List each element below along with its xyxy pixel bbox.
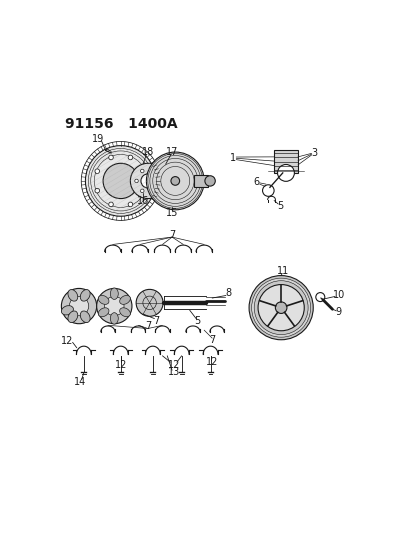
Circle shape bbox=[109, 202, 113, 207]
Text: 6: 6 bbox=[253, 177, 259, 187]
Ellipse shape bbox=[110, 288, 118, 300]
Text: 3: 3 bbox=[311, 148, 317, 158]
Circle shape bbox=[103, 163, 138, 199]
Ellipse shape bbox=[68, 311, 78, 322]
Text: 13: 13 bbox=[167, 367, 179, 377]
Text: 12: 12 bbox=[114, 360, 127, 370]
Circle shape bbox=[277, 165, 294, 181]
Text: 9: 9 bbox=[334, 308, 340, 318]
Text: 12: 12 bbox=[167, 360, 179, 370]
Text: 17: 17 bbox=[166, 147, 178, 157]
Circle shape bbox=[130, 163, 165, 199]
Circle shape bbox=[69, 296, 88, 316]
Circle shape bbox=[142, 188, 146, 193]
Circle shape bbox=[61, 288, 96, 324]
Circle shape bbox=[171, 176, 179, 185]
Circle shape bbox=[146, 152, 204, 210]
Text: 10: 10 bbox=[332, 290, 344, 301]
Circle shape bbox=[135, 179, 138, 183]
Text: 7: 7 bbox=[209, 335, 215, 345]
Circle shape bbox=[128, 155, 133, 160]
Circle shape bbox=[254, 281, 307, 335]
Text: 5: 5 bbox=[194, 316, 200, 326]
Bar bbox=[194, 175, 208, 187]
Text: 12: 12 bbox=[206, 357, 218, 367]
Circle shape bbox=[140, 174, 155, 188]
Circle shape bbox=[96, 288, 132, 324]
Text: 7: 7 bbox=[145, 321, 151, 332]
Ellipse shape bbox=[119, 308, 130, 317]
Circle shape bbox=[109, 155, 113, 160]
Circle shape bbox=[275, 302, 286, 313]
Ellipse shape bbox=[98, 295, 109, 304]
Circle shape bbox=[257, 285, 304, 331]
Ellipse shape bbox=[61, 305, 73, 315]
Text: 5: 5 bbox=[276, 201, 282, 211]
Circle shape bbox=[95, 188, 99, 193]
Text: 16: 16 bbox=[137, 196, 149, 206]
Circle shape bbox=[251, 278, 310, 337]
Ellipse shape bbox=[98, 308, 109, 317]
Circle shape bbox=[104, 296, 124, 316]
Circle shape bbox=[152, 189, 155, 192]
Circle shape bbox=[85, 146, 156, 216]
Circle shape bbox=[152, 169, 155, 173]
Text: 19: 19 bbox=[92, 134, 104, 144]
Circle shape bbox=[140, 169, 144, 173]
Ellipse shape bbox=[68, 289, 78, 301]
Circle shape bbox=[140, 189, 144, 192]
Text: 14: 14 bbox=[74, 377, 86, 387]
Text: 7: 7 bbox=[169, 230, 175, 240]
Text: 1: 1 bbox=[229, 154, 235, 164]
Circle shape bbox=[95, 169, 99, 174]
Text: 12: 12 bbox=[61, 336, 73, 346]
Ellipse shape bbox=[80, 289, 90, 301]
Circle shape bbox=[204, 176, 215, 186]
Circle shape bbox=[136, 289, 163, 316]
Text: 7: 7 bbox=[152, 316, 159, 326]
Bar bbox=[273, 150, 297, 173]
Text: 91156   1400A: 91156 1400A bbox=[64, 117, 177, 131]
Circle shape bbox=[249, 276, 313, 340]
Ellipse shape bbox=[119, 295, 130, 304]
Text: 18: 18 bbox=[142, 147, 154, 157]
Circle shape bbox=[157, 179, 161, 183]
Ellipse shape bbox=[110, 313, 118, 324]
Circle shape bbox=[142, 169, 146, 174]
Text: 8: 8 bbox=[225, 288, 231, 298]
Text: 15: 15 bbox=[166, 208, 178, 217]
Ellipse shape bbox=[80, 311, 90, 322]
Circle shape bbox=[128, 202, 133, 207]
Text: 11: 11 bbox=[276, 266, 288, 276]
